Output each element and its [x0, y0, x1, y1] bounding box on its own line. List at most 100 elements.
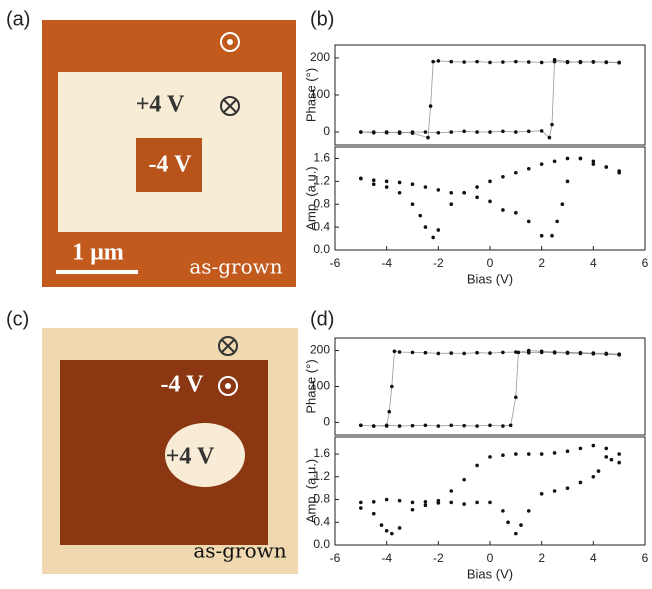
data-point [539, 350, 544, 355]
data-point [501, 208, 505, 212]
data-point [397, 130, 402, 134]
y-tick-label: 0.4 [313, 219, 330, 233]
data-point [552, 159, 557, 164]
x-axis-label: Bias (V) [467, 271, 513, 286]
data-point [604, 352, 609, 356]
data-point [591, 474, 596, 479]
data-point [488, 500, 492, 505]
data-point [539, 129, 544, 133]
panel-label: (c) [6, 308, 29, 330]
data-point [617, 60, 621, 65]
data-point [591, 443, 596, 448]
data-point [552, 451, 557, 455]
data-point [410, 182, 415, 186]
x-tick-label: 6 [642, 551, 649, 565]
data-point [436, 130, 441, 135]
data-point [514, 531, 518, 536]
data-point [431, 235, 435, 240]
data-point [371, 178, 376, 182]
data-point [506, 520, 510, 525]
data-point [475, 195, 479, 200]
x-tick-label: 0 [487, 551, 494, 565]
data-point [617, 169, 621, 173]
data-point [539, 233, 544, 238]
data-point [449, 423, 454, 428]
data-point [449, 190, 454, 195]
x-tick-label: -6 [330, 551, 341, 565]
data-point [526, 129, 531, 134]
data-point [397, 424, 402, 428]
data-point [550, 233, 554, 238]
data-point [359, 176, 363, 181]
data-point [488, 351, 492, 355]
data-point [371, 182, 376, 186]
data-point [436, 59, 441, 63]
data-point [501, 350, 505, 355]
y-axis-label: Amp. (a.u.) [303, 459, 318, 523]
data-point [371, 500, 376, 504]
x-tick-label: 6 [642, 256, 649, 270]
data-point [514, 211, 518, 215]
data-point [462, 351, 466, 356]
data-point [475, 350, 479, 355]
data-point [604, 446, 609, 451]
data-point [449, 351, 454, 355]
data-point [552, 350, 557, 355]
data-point [514, 350, 518, 354]
data-point [397, 180, 402, 185]
data-point [591, 159, 596, 164]
y-tick-label: 200 [310, 343, 330, 357]
data-point [371, 511, 376, 516]
data-point [539, 492, 544, 496]
data-point [462, 129, 466, 134]
data-point [514, 130, 518, 134]
data-point [578, 351, 583, 356]
y-tick-label: 0.8 [313, 196, 330, 210]
data-point [359, 506, 363, 510]
data-point [501, 60, 505, 64]
y-tick-label: 1.2 [313, 469, 330, 483]
data-point [578, 446, 583, 451]
y-tick-label: 100 [310, 87, 330, 101]
image-annotation: +4 V [166, 444, 215, 470]
data-point [436, 351, 441, 356]
data-point [410, 131, 415, 135]
y-tick-label: 0.0 [313, 242, 330, 256]
data-point [488, 455, 492, 459]
data-point [475, 463, 479, 468]
data-point [462, 502, 466, 506]
x-tick-label: -2 [433, 551, 444, 565]
data-point [371, 424, 376, 428]
data-point [359, 500, 363, 505]
data-point [526, 166, 531, 171]
data-point [392, 349, 397, 354]
x-tick-label: 4 [590, 551, 597, 565]
data-point [423, 500, 428, 504]
data-point [591, 352, 596, 356]
data-point [384, 130, 389, 135]
data-point [565, 156, 570, 161]
data-point [436, 424, 441, 428]
plot-frame [334, 436, 646, 546]
data-point [539, 162, 544, 166]
data-point [501, 424, 505, 428]
data-point [359, 423, 363, 428]
loop-line [360, 59, 620, 139]
data-point [501, 453, 505, 457]
x-tick-label: 4 [590, 256, 597, 270]
y-tick-label: 0.0 [313, 537, 330, 551]
data-point [397, 498, 402, 503]
data-point [397, 526, 402, 530]
data-point [547, 135, 552, 140]
data-point [578, 156, 583, 161]
data-point [488, 130, 492, 134]
data-point [449, 130, 454, 134]
pfm-image-c [42, 328, 298, 574]
data-point [555, 219, 559, 224]
data-point [423, 350, 428, 355]
data-point [514, 395, 518, 400]
data-point [371, 130, 376, 134]
data-point [423, 130, 428, 134]
data-point [436, 188, 441, 192]
x-tick-label: -4 [381, 551, 392, 565]
